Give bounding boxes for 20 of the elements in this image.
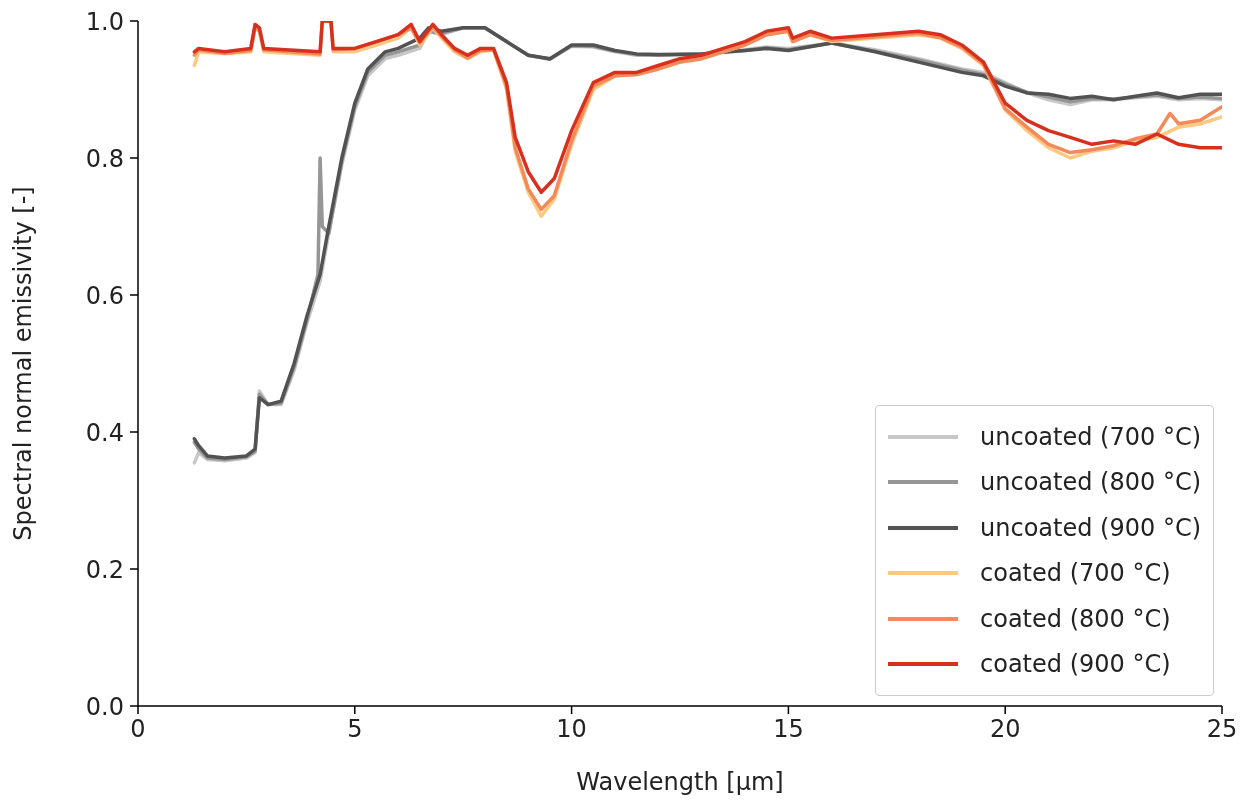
x-axis-title: Wavelength [µm] (576, 768, 784, 796)
legend-label: coated (800 °C) (980, 604, 1171, 633)
x-tick-label: 10 (556, 715, 587, 744)
y-tick-label: 0.6 (85, 281, 124, 310)
y-axis-title: Spectral normal emissivity [-] (8, 186, 37, 541)
x-tick-label: 15 (773, 715, 804, 744)
legend-label: coated (900 °C) (980, 650, 1171, 679)
y-tick-label: 0.8 (85, 144, 124, 173)
y-tick-label: 1.0 (85, 7, 124, 36)
y-tick-label: 0.0 (85, 692, 124, 721)
legend-label: uncoated (800 °C) (980, 468, 1201, 497)
x-tick-label: 5 (347, 715, 363, 744)
legend-label: uncoated (900 °C) (980, 513, 1201, 542)
x-tick-label: 20 (989, 715, 1021, 744)
legend-label: coated (700 °C) (980, 559, 1171, 588)
x-tick-label: 25 (1206, 715, 1238, 744)
y-tick-label: 0.4 (85, 418, 124, 447)
x-tick-label: 0 (130, 715, 146, 744)
legend-label: uncoated (700 °C) (980, 422, 1201, 451)
y-tick-label: 0.2 (85, 555, 124, 584)
